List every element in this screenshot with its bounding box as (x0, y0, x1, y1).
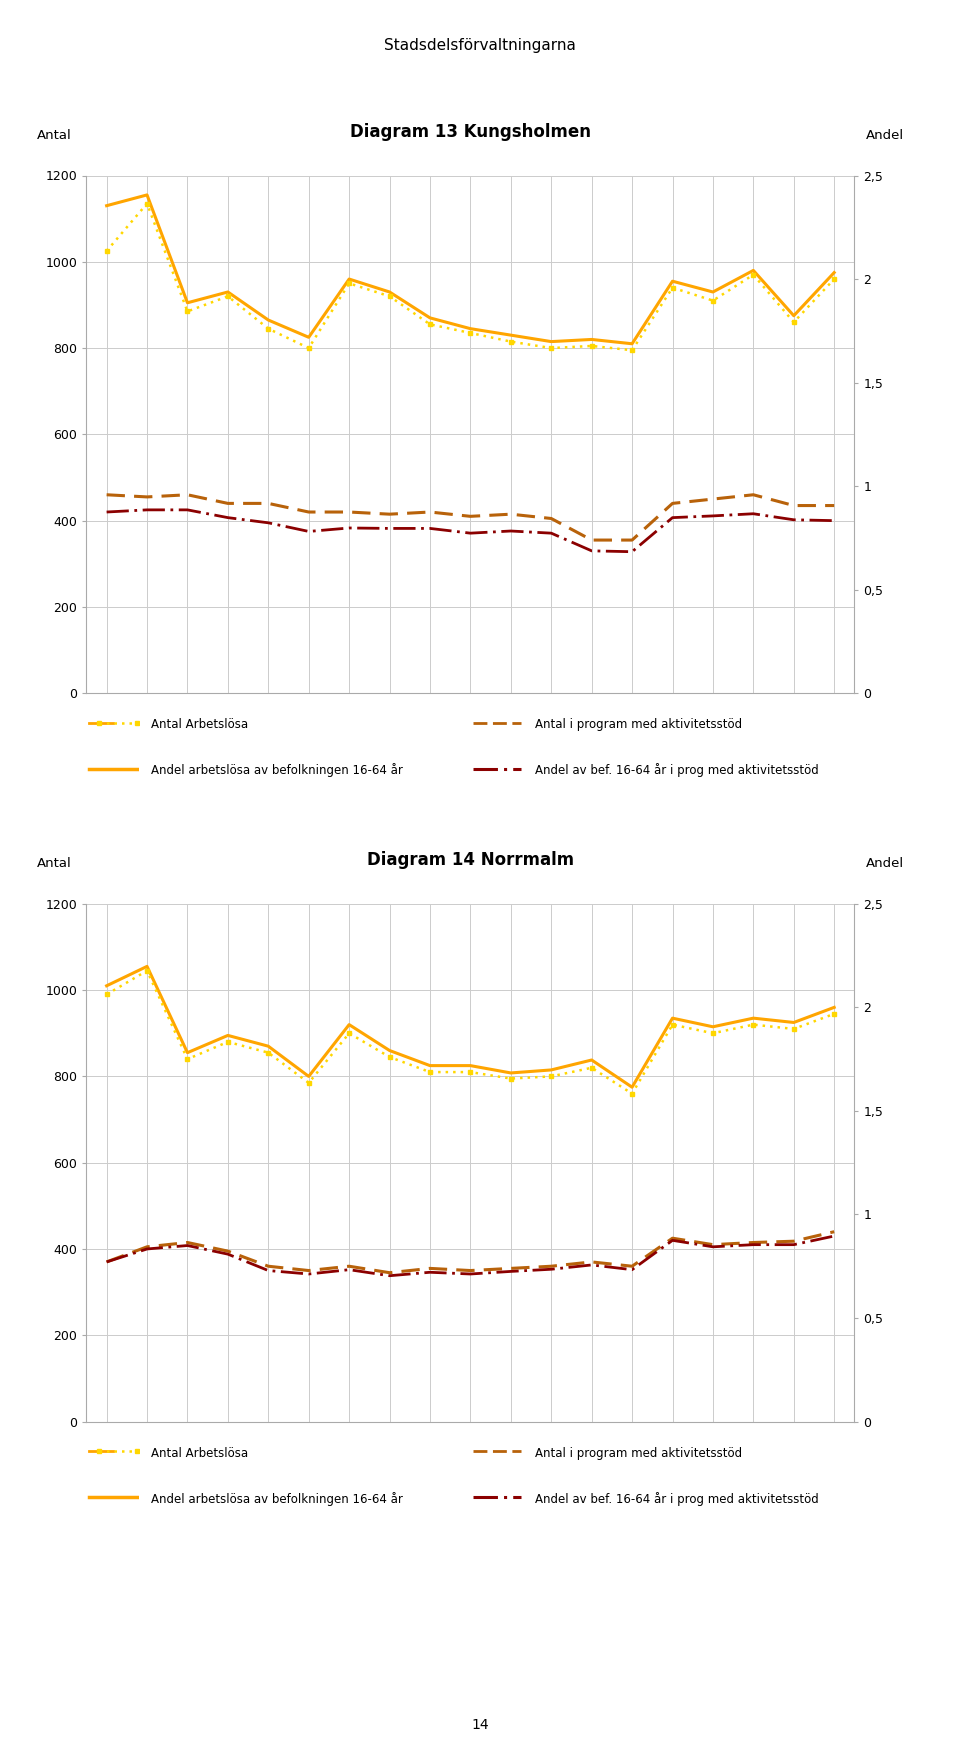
Title: Diagram 13 Kungsholmen: Diagram 13 Kungsholmen (349, 123, 591, 140)
Text: Andel av bef. 16-64 år i prog med aktivitetsstöd: Andel av bef. 16-64 år i prog med aktivi… (535, 1492, 819, 1506)
Text: Andel: Andel (866, 856, 904, 870)
Title: Diagram 14 Norrmalm: Diagram 14 Norrmalm (367, 851, 574, 869)
Text: Stadsdelsförvaltningarna: Stadsdelsförvaltningarna (384, 37, 576, 53)
Text: Antal: Antal (36, 856, 71, 870)
Text: Antal i program med aktivitetsstöd: Antal i program med aktivitetsstöd (535, 718, 742, 732)
Text: Andel: Andel (866, 128, 904, 142)
Text: Andel av bef. 16-64 år i prog med aktivitetsstöd: Andel av bef. 16-64 år i prog med aktivi… (535, 763, 819, 777)
Text: Antal: Antal (36, 128, 71, 142)
Text: Andel arbetslösa av befolkningen 16-64 år: Andel arbetslösa av befolkningen 16-64 å… (151, 1492, 402, 1506)
Text: 14: 14 (471, 1718, 489, 1732)
Text: Antal Arbetslösa: Antal Arbetslösa (151, 1446, 248, 1460)
Text: Antal Arbetslösa: Antal Arbetslösa (151, 718, 248, 732)
Text: Antal i program med aktivitetsstöd: Antal i program med aktivitetsstöd (535, 1446, 742, 1460)
Text: Andel arbetslösa av befolkningen 16-64 år: Andel arbetslösa av befolkningen 16-64 å… (151, 763, 402, 777)
